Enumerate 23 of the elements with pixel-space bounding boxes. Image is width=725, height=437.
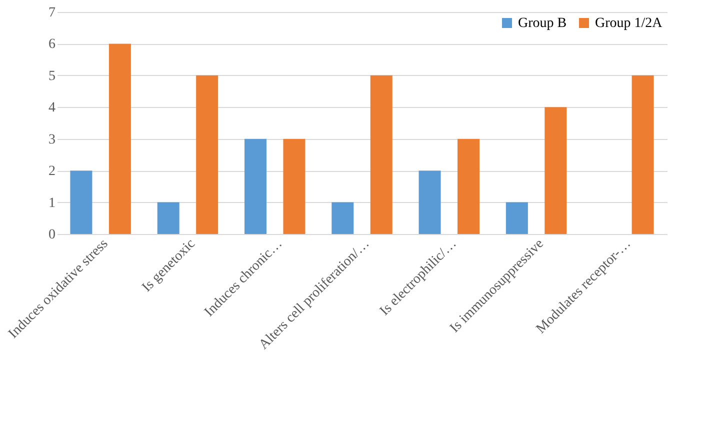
bar bbox=[544, 107, 567, 234]
bar bbox=[283, 138, 306, 234]
bar bbox=[196, 75, 218, 234]
y-tick-label: 2 bbox=[48, 164, 56, 180]
legend-label: Group 1/2A bbox=[595, 16, 664, 31]
bar bbox=[418, 170, 441, 234]
y-tick-label: 4 bbox=[48, 100, 56, 116]
bar bbox=[506, 202, 528, 234]
legend-label: Group B bbox=[518, 16, 567, 31]
bar bbox=[70, 170, 92, 234]
bar bbox=[370, 75, 392, 234]
y-tick-label: 0 bbox=[48, 228, 56, 242]
bar bbox=[332, 202, 354, 234]
bar bbox=[244, 138, 266, 234]
bar bbox=[458, 138, 480, 234]
y-tick-label: 7 bbox=[48, 6, 56, 20]
y-tick-label: 5 bbox=[48, 68, 56, 84]
y-tick-label: 6 bbox=[48, 37, 56, 52]
y-tick-label: 1 bbox=[48, 196, 56, 211]
bar bbox=[108, 44, 131, 234]
y-tick-label: 3 bbox=[48, 132, 56, 148]
bar bbox=[157, 202, 180, 234]
bar bbox=[632, 75, 654, 234]
